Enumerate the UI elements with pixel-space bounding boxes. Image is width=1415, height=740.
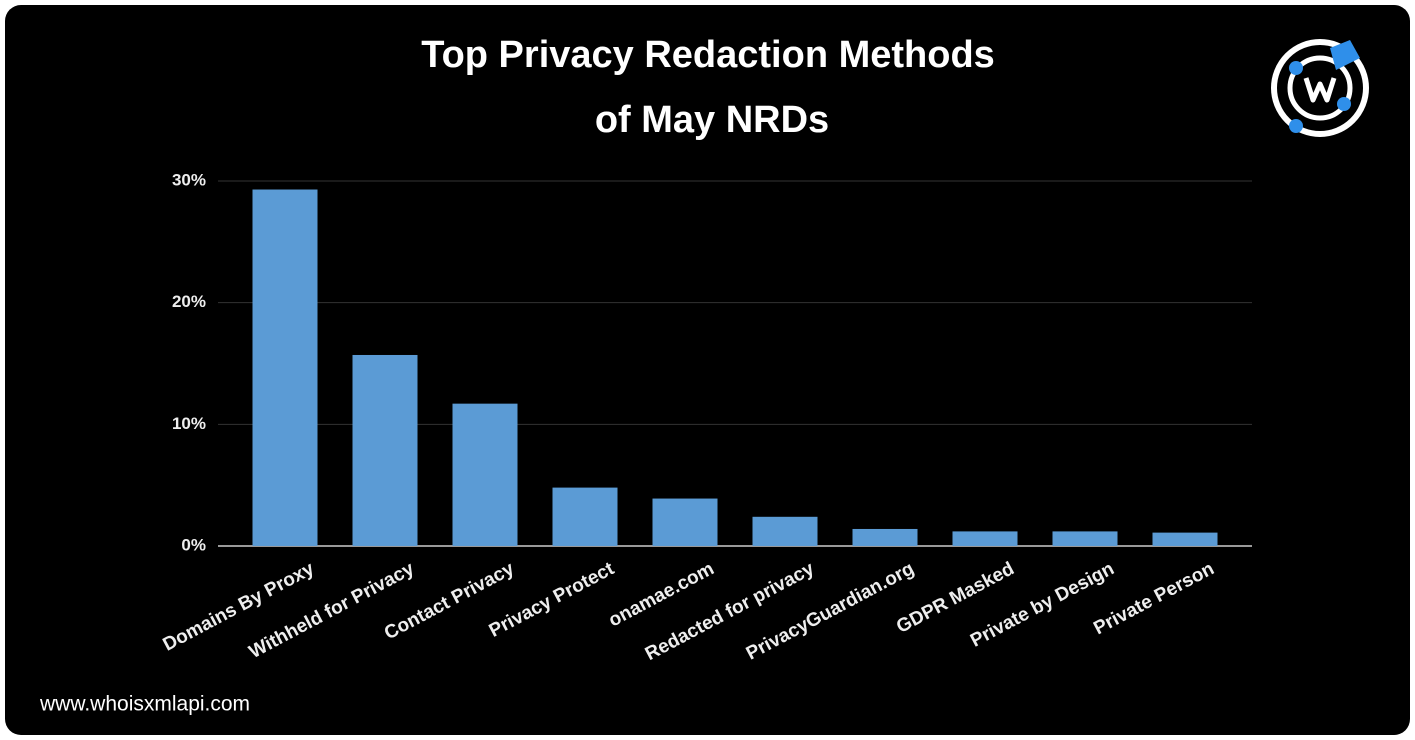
bar xyxy=(352,354,418,546)
y-tick-label: 30% xyxy=(172,170,206,189)
bar xyxy=(452,403,518,546)
bar xyxy=(852,528,918,546)
footer: www.whoisxmlapi.com xyxy=(39,693,250,716)
bar xyxy=(652,498,718,546)
y-tick-label: 10% xyxy=(172,414,206,433)
bar xyxy=(952,531,1018,546)
bar xyxy=(1152,532,1218,546)
y-tick-label: 20% xyxy=(172,292,206,311)
chart-title: Top Privacy Redaction Methods xyxy=(421,34,995,76)
bar xyxy=(552,487,618,546)
background xyxy=(5,5,1410,735)
bar xyxy=(752,516,818,546)
bar xyxy=(1052,531,1118,546)
chart-title: of May NRDs xyxy=(595,99,829,141)
y-tick-label: 0% xyxy=(181,535,206,554)
bar xyxy=(252,189,318,546)
logo xyxy=(1271,39,1369,137)
